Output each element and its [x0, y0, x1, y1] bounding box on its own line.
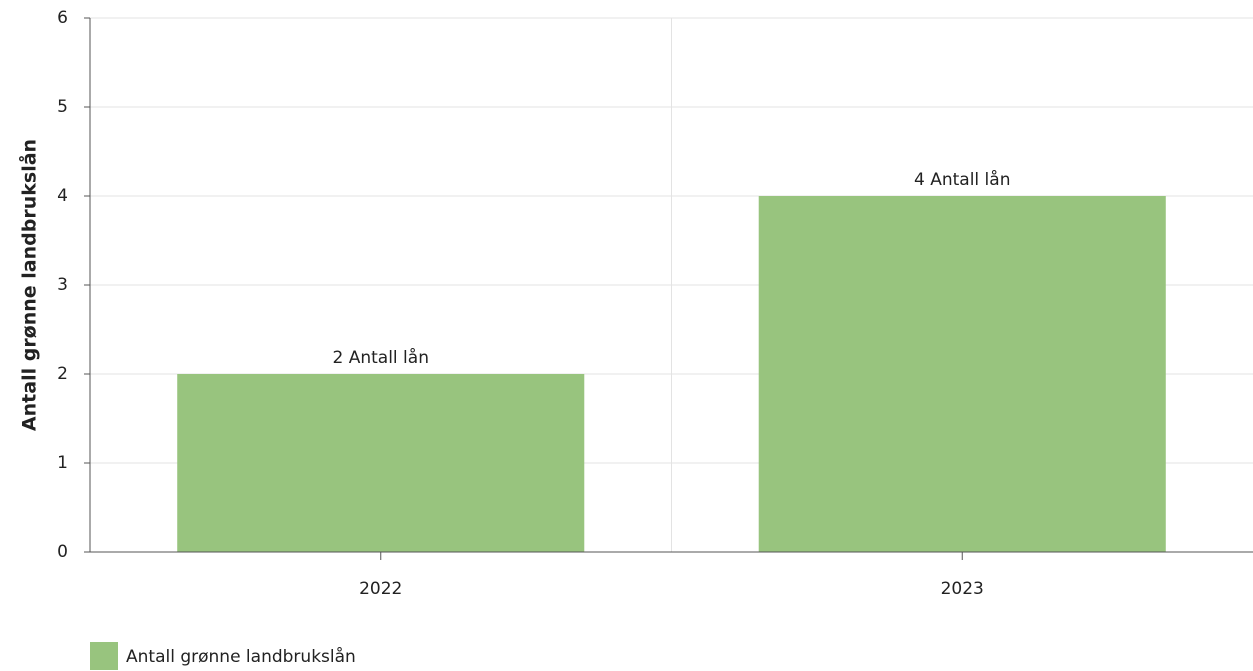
data-label: 4 Antall lån	[914, 169, 1010, 190]
y-tick-label: 5	[57, 97, 68, 117]
y-tick-label: 2	[57, 364, 68, 384]
x-tick-label: 2023	[941, 579, 984, 599]
bar	[177, 374, 585, 552]
legend-swatch	[90, 642, 118, 670]
y-tick-label: 4	[57, 186, 68, 206]
y-tick-label: 6	[57, 8, 68, 28]
bar	[758, 196, 1166, 552]
legend-label: Antall grønne landbrukslån	[126, 646, 356, 667]
y-axis-label: Antall grønne landbrukslån	[17, 139, 41, 431]
data-label: 2 Antall lån	[333, 347, 429, 368]
y-tick-label: 1	[57, 453, 68, 473]
y-tick-label: 0	[57, 542, 68, 562]
x-tick-label: 2022	[359, 579, 402, 599]
y-tick-label: 3	[57, 275, 68, 295]
